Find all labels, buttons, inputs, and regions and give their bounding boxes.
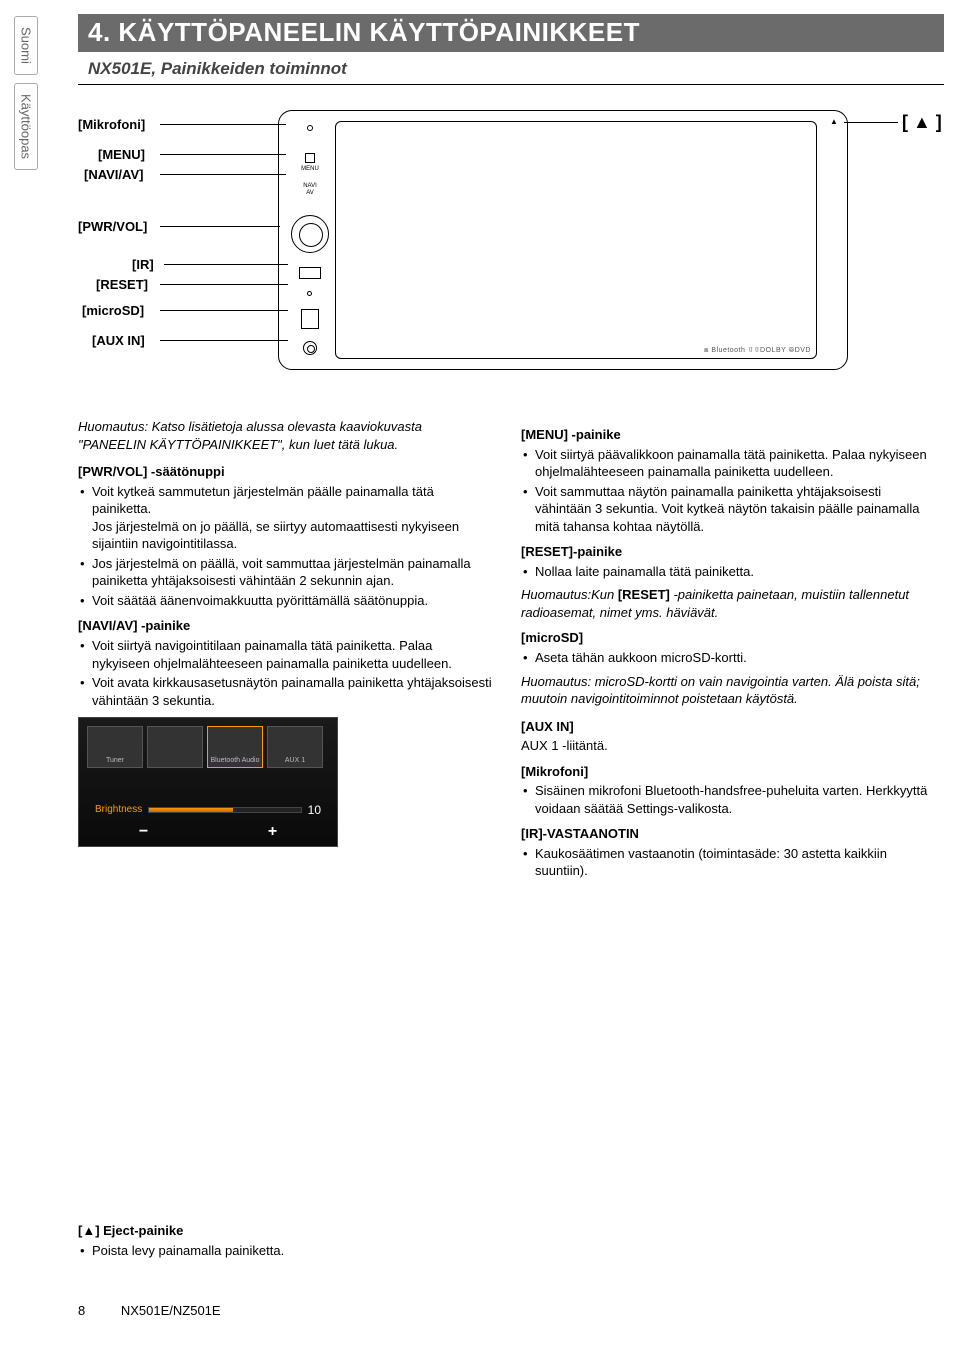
mic-icon — [307, 125, 313, 131]
callout-line — [160, 154, 286, 155]
ir-heading: [IR]-VASTAANOTIN — [521, 825, 936, 843]
menu-heading: [MENU] -painike — [521, 426, 936, 444]
ir-window-icon — [299, 267, 321, 279]
aux-jack-icon — [303, 341, 317, 355]
callout-line — [160, 310, 288, 311]
content-columns: Huomautus: Katso lisätietoja alussa olev… — [78, 418, 936, 886]
naviav-list: Voit siirtyä navigointitilaan painamalla… — [78, 637, 493, 709]
tab-language: Suomi — [14, 16, 38, 75]
list-item: Voit säätää äänenvoimakkuutta pyörittämä… — [78, 592, 493, 610]
thumb-tuner: Tuner — [87, 726, 143, 768]
list-item: Kaukosäätimen vastaanotin (toimintasäde:… — [521, 845, 936, 880]
callout-pwrvol: [PWR/VOL] — [78, 218, 147, 236]
menu-button-icon: MENU — [297, 153, 323, 173]
page-number: 8 — [78, 1303, 85, 1318]
intro-note: Huomautus: Katso lisätietoja alussa olev… — [78, 418, 493, 453]
microsd-slot-icon — [301, 309, 319, 329]
minus-icon: − — [139, 821, 148, 843]
eject-heading: [▲] Eject-painike — [78, 1222, 498, 1240]
device-logos: ⧈ Bluetooth ▯▯DOLBY ⦾DVD — [704, 346, 811, 355]
eject-section: [▲] Eject-painike Poista levy painamalla… — [78, 1214, 498, 1265]
device-left-panel: MENU NAVIAV — [289, 121, 329, 359]
list-item: Nollaa laite painamalla tätä painiketta. — [521, 563, 936, 581]
left-column: Huomautus: Katso lisätietoja alussa olev… — [78, 418, 493, 886]
callout-eject: [ ▲ ] — [902, 110, 942, 134]
callout-line — [160, 284, 288, 285]
callout-menu: [MENU] — [98, 146, 145, 164]
pwrvol-heading: [PWR/VOL] -säätönuppi — [78, 463, 493, 481]
callout-line — [160, 174, 286, 175]
callout-line — [160, 340, 288, 341]
list-item: Sisäinen mikrofoni Bluetooth-handsfree-p… — [521, 782, 936, 817]
list-item: Voit siirtyä navigointitilaan painamalla… — [78, 637, 493, 672]
callout-line — [164, 264, 288, 265]
eject-list: Poista levy painamalla painiketta. — [78, 1242, 498, 1260]
thumb-bluetooth: Bluetooth Audio — [207, 726, 263, 768]
auxin-text: AUX 1 -liitäntä. — [521, 737, 936, 755]
reset-note: Huomautus:Kun [RESET] -painiketta painet… — [521, 586, 936, 621]
model-code: NX501E/NZ501E — [121, 1303, 221, 1318]
sidebar-tabs: Suomi Käyttöopas — [14, 16, 38, 170]
microsd-heading: [microSD] — [521, 629, 936, 647]
volume-knob-icon — [291, 215, 329, 253]
callout-auxin: [AUX IN] — [92, 332, 145, 350]
brightness-slider — [148, 807, 301, 813]
page-subtitle: NX501E, Painikkeiden toiminnot — [88, 58, 347, 81]
pwrvol-list: Voit kytkeä sammutetun järjestelmän pääl… — [78, 483, 493, 610]
navi-button-icon: NAVIAV — [295, 183, 325, 196]
mikrofoni-list: Sisäinen mikrofoni Bluetooth-handsfree-p… — [521, 782, 936, 817]
callout-naviav: [NAVI/AV] — [84, 166, 143, 184]
ir-list: Kaukosäätimen vastaanotin (toimintasäde:… — [521, 845, 936, 880]
page-footer: 8 NX501E/NZ501E — [78, 1302, 221, 1320]
list-item: Voit siirtyä päävalikkoon painamalla tät… — [521, 446, 936, 481]
list-item: Voit avata kirkkausasetusnäytön painamal… — [78, 674, 493, 709]
device-screen — [335, 121, 817, 359]
callout-line — [844, 122, 898, 123]
naviav-heading: [NAVI/AV] -painike — [78, 617, 493, 635]
list-item: Aseta tähän aukkoon microSD-kortti. — [521, 649, 936, 667]
list-item: Voit kytkeä sammutetun järjestelmän pääl… — [78, 483, 493, 553]
tab-section: Käyttöopas — [14, 83, 38, 170]
page-title: 4. KÄYTTÖPANEELIN KÄYTTÖPAINIKKEET — [78, 14, 944, 52]
mikrofoni-heading: [Mikrofoni] — [521, 763, 936, 781]
thumb-blank — [147, 726, 203, 768]
reset-hole-icon — [307, 291, 312, 296]
callout-microsd: [microSD] — [82, 302, 144, 320]
callout-ir: [IR] — [132, 256, 154, 274]
device-outline: MENU NAVIAV ▲ ⧈ Bluetooth ▯▯DOLBY ⦾DVD — [278, 110, 848, 370]
plus-icon: + — [268, 821, 277, 843]
device-diagram: MENU NAVIAV ▲ ⧈ Bluetooth ▯▯DOLBY ⦾DVD [… — [78, 110, 944, 390]
brightness-value: 10 — [308, 802, 321, 818]
microsd-list: Aseta tähän aukkoon microSD-kortti. — [521, 649, 936, 667]
callout-line — [160, 124, 286, 125]
eject-button-icon: ▲ — [829, 117, 839, 127]
reset-list: Nollaa laite painamalla tätä painiketta. — [521, 563, 936, 581]
microsd-note: Huomautus: microSD-kortti on vain navigo… — [521, 673, 936, 708]
reset-heading: [RESET]-painike — [521, 543, 936, 561]
list-item: Voit sammuttaa näytön painamalla painike… — [521, 483, 936, 536]
thumb-aux: AUX 1 — [267, 726, 323, 768]
callout-reset: [RESET] — [96, 276, 148, 294]
list-item: Jos järjestelmä on päällä, voit sammutta… — [78, 555, 493, 590]
brightness-label: Brightness — [95, 803, 142, 817]
callout-line — [160, 226, 280, 227]
brightness-screenshot: Tuner Bluetooth Audio AUX 1 Brightness 1… — [78, 717, 338, 847]
list-item: Poista levy painamalla painiketta. — [78, 1242, 498, 1260]
right-column: [MENU] -painike Voit siirtyä päävalikkoo… — [521, 418, 936, 886]
menu-list: Voit siirtyä päävalikkoon painamalla tät… — [521, 446, 936, 536]
divider — [78, 84, 944, 85]
auxin-heading: [AUX IN] — [521, 718, 936, 736]
callout-mikrofoni: [Mikrofoni] — [78, 116, 145, 134]
